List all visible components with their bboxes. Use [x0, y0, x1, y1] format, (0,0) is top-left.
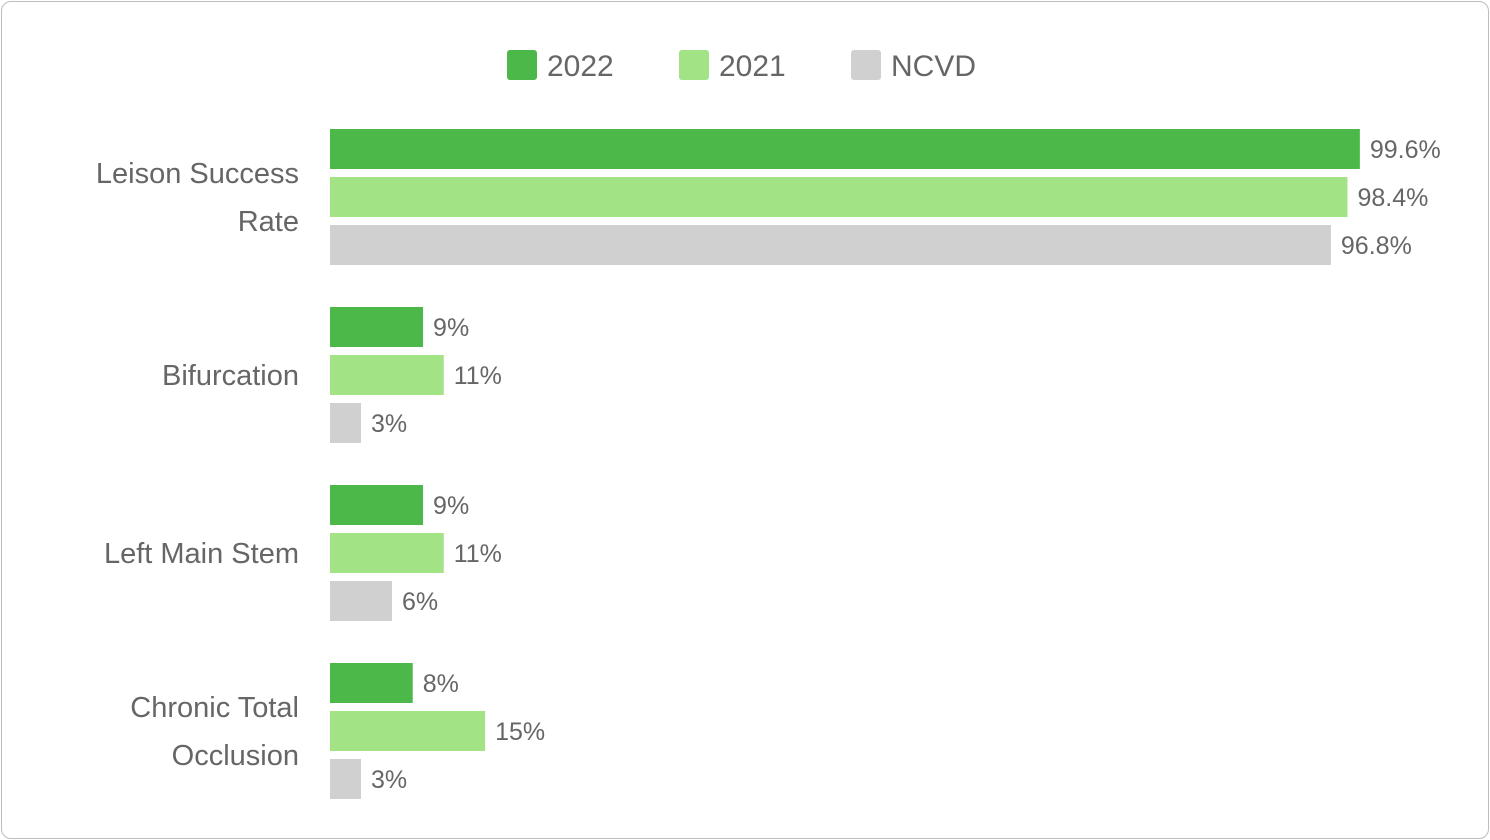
value-label-bifurcation-2022: 9% — [433, 314, 469, 342]
value-label-bifurcation-ncvd: 3% — [371, 410, 407, 438]
bar-leison-success-rate-2021 — [330, 177, 1348, 217]
legend-label-2021: 2021 — [719, 50, 786, 83]
value-label-chronic-total-occlusion-2022: 8% — [423, 670, 459, 698]
legend-swatch-2021 — [679, 50, 709, 80]
value-label-left-main-stem-2022: 9% — [433, 492, 469, 520]
bar-left-main-stem-2021 — [330, 533, 444, 573]
bar-chronic-total-occlusion-2021 — [330, 711, 486, 751]
value-label-left-main-stem-2021: 11% — [454, 540, 502, 568]
value-label-leison-success-rate-ncvd: 96.8% — [1341, 232, 1412, 260]
value-label-bifurcation-2021: 11% — [454, 362, 502, 390]
category-label-bifurcation: Bifurcation — [162, 360, 299, 392]
value-labels: 99.6% 98.4% 96.8% 9% 11% 3% 9% 11% 6% 8% 15% 3% — [371, 136, 1441, 794]
value-label-leison-success-rate-2022: 99.6% — [1370, 136, 1441, 164]
value-label-chronic-total-occlusion-2021: 15% — [495, 718, 545, 746]
category-label-leison-success-rate: Leison Success Rate — [96, 158, 299, 238]
legend-swatch-2022 — [507, 50, 537, 80]
value-label-chronic-total-occlusion-ncvd: 3% — [371, 766, 407, 794]
value-label-leison-success-rate-2021: 98.4% — [1357, 184, 1428, 212]
legend-label-2022: 2022 — [547, 50, 614, 83]
legend: 2022 2021 NCVD — [507, 50, 976, 83]
value-label-left-main-stem-ncvd: 6% — [402, 588, 438, 616]
bar-bifurcation-2021 — [330, 355, 444, 395]
legend-swatch-ncvd — [851, 50, 881, 80]
bar-leison-success-rate-ncvd — [330, 225, 1331, 265]
bar-bifurcation-2022 — [330, 307, 424, 347]
bar-bifurcation-ncvd — [330, 403, 362, 443]
bar-left-main-stem-2022 — [330, 485, 424, 525]
category-axis-labels: Leison Success Rate Bifurcation Left Main S… — [96, 158, 299, 772]
bar-left-main-stem-ncvd — [330, 581, 393, 621]
legend-label-ncvd: NCVD — [891, 50, 976, 83]
bar-chronic-total-occlusion-2022 — [330, 663, 413, 703]
bars — [330, 129, 1360, 799]
bar-leison-success-rate-2022 — [330, 129, 1360, 169]
category-label-chronic-total-occlusion: Chronic Total Occlusion — [130, 692, 299, 772]
bar-chronic-total-occlusion-ncvd — [330, 759, 362, 799]
category-label-left-main-stem: Left Main Stem — [104, 538, 299, 570]
